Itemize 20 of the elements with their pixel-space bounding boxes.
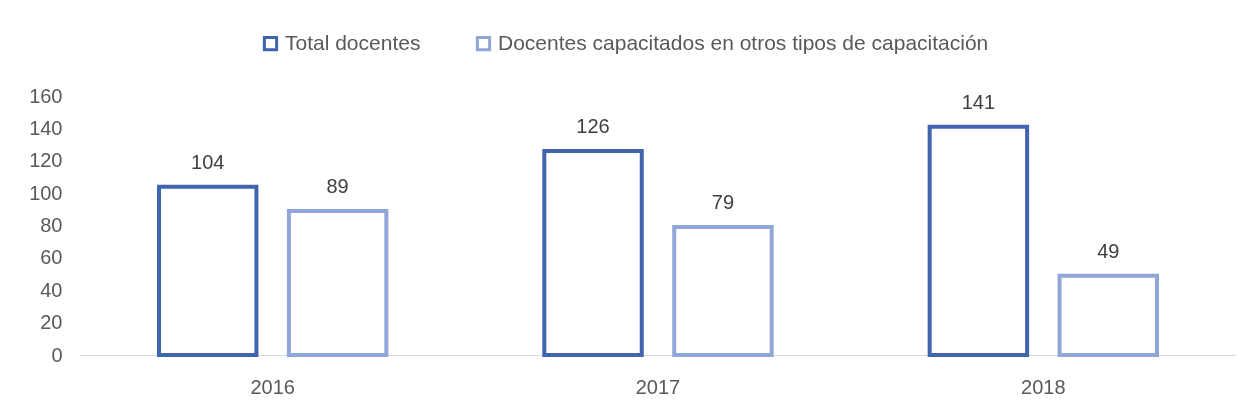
data-label: 49 xyxy=(1097,239,1120,262)
y-tick-label: 60 xyxy=(40,246,63,269)
y-tick-label: 20 xyxy=(40,311,63,334)
legend-label: Docentes capacitados en otros tipos de capacitación xyxy=(498,30,989,54)
y-tick-label: 80 xyxy=(40,214,63,236)
data-label: 141 xyxy=(961,90,996,113)
y-tick-label: 0 xyxy=(51,343,63,366)
legend-label: Total docentes xyxy=(285,30,421,54)
data-label: 79 xyxy=(711,191,735,214)
x-tick-label: 2018 xyxy=(1021,375,1066,398)
data-label: 89 xyxy=(326,174,349,197)
y-tick-label: 40 xyxy=(40,278,63,301)
x-tick-label: 2016 xyxy=(250,375,295,398)
y-tick-label: 140 xyxy=(29,116,63,139)
y-tick-label: 160 xyxy=(29,84,63,107)
x-tick-label: 2017 xyxy=(635,375,681,398)
y-tick-label: 100 xyxy=(29,181,63,204)
data-label: 126 xyxy=(576,115,610,138)
y-tick-label: 120 xyxy=(29,149,63,172)
data-label: 104 xyxy=(191,150,225,173)
